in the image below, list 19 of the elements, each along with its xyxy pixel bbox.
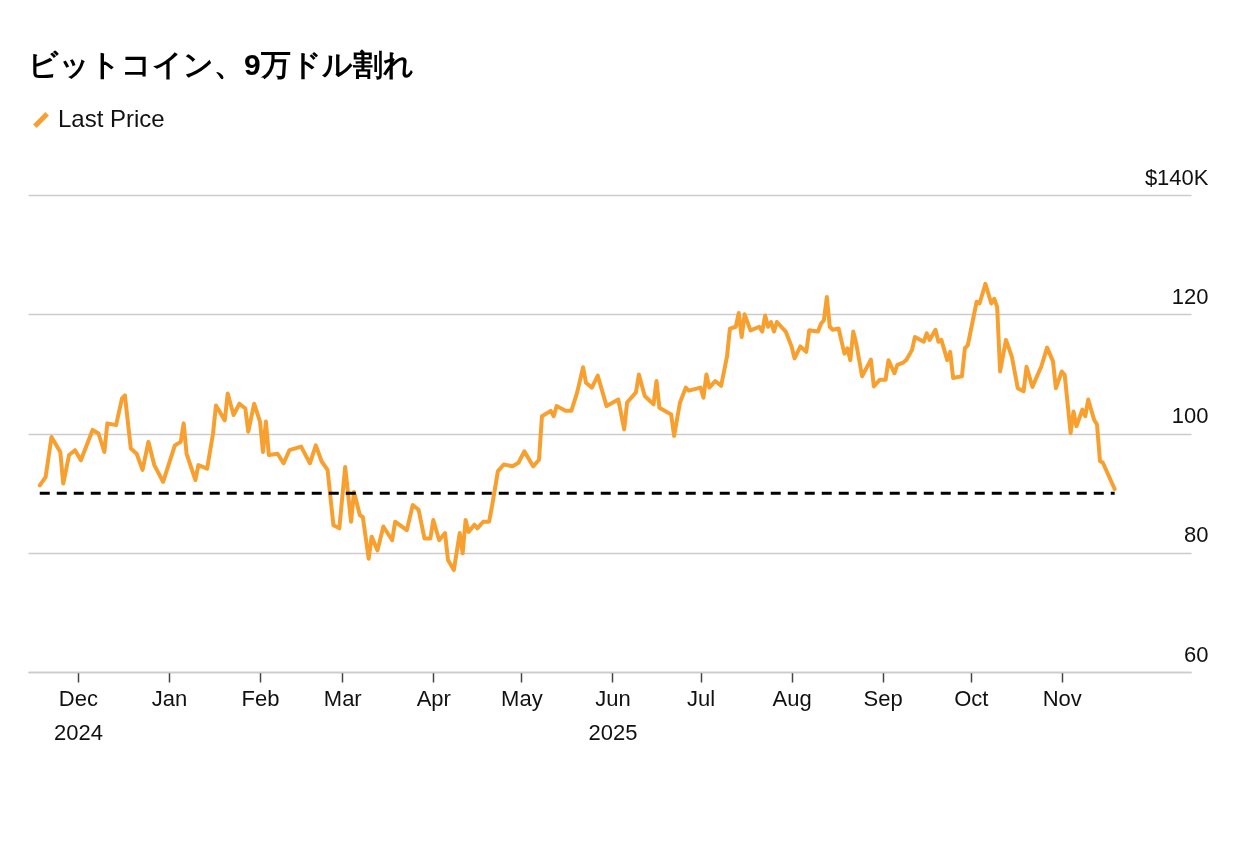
chart-title: ビットコイン、9万ドル割れ	[28, 48, 414, 81]
x-tick-label: Nov	[1042, 685, 1082, 711]
x-tick-label: May	[501, 685, 543, 711]
y-tick-label: 80	[1184, 522, 1209, 548]
x-tick-label: Aug	[772, 685, 812, 711]
x-tick-label: Feb	[241, 685, 280, 711]
y-tick-label: 120	[1171, 283, 1209, 309]
x-tick-label: Jan	[151, 685, 188, 711]
x-tick-label: Mar	[323, 685, 362, 711]
y-tick-label: 100	[1171, 403, 1209, 428]
x-tick-label: Oct	[954, 685, 989, 711]
y-tick-label: $140K	[1144, 164, 1209, 190]
x-tick-label: Jul	[686, 685, 716, 711]
x-tick-label: Sep	[863, 685, 903, 711]
x-tick-label: Apr	[416, 685, 451, 711]
x-tick-label: Jun 2025	[588, 685, 638, 745]
y-tick-label: 60	[1184, 641, 1209, 667]
legend-label: Last Price	[58, 105, 165, 132]
x-tick-label: Dec 2024	[53, 685, 103, 745]
